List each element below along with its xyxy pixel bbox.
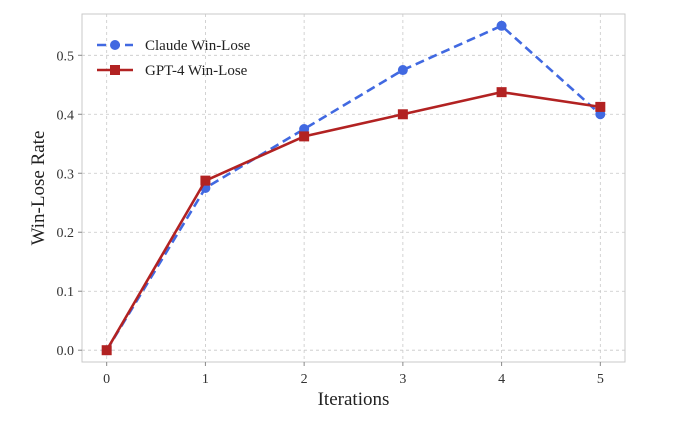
- data-point-gpt4: [496, 87, 507, 98]
- x-tick-label: 2: [301, 372, 308, 387]
- data-point-gpt4: [595, 101, 606, 112]
- data-point-claude: [496, 20, 507, 31]
- data-point-gpt4: [299, 131, 310, 142]
- series-line-claude: [105, 24, 602, 351]
- x-tick-label: 1: [202, 372, 209, 387]
- y-tick-label: 0.1: [57, 285, 75, 300]
- x-tick-label: 5: [597, 372, 604, 387]
- y-axis-ticks: 0.0 0.1 0.2 0.3 0.4 0.5: [57, 49, 82, 359]
- y-tick-label: 0.0: [57, 344, 75, 359]
- data-point-gpt4: [397, 109, 408, 120]
- series-line-gpt4: [105, 90, 601, 351]
- legend-marker-gpt4: [110, 65, 120, 75]
- legend-label-claude: Claude Win-Lose: [145, 38, 251, 54]
- x-tick-label: 4: [498, 372, 505, 387]
- legend: Claude Win-Lose GPT-4 Win-Lose: [97, 38, 251, 79]
- data-point-gpt4: [101, 345, 112, 356]
- series-gpt4: [101, 87, 606, 356]
- x-axis-label: Iterations: [318, 389, 390, 410]
- grid: [82, 14, 625, 362]
- legend-label-gpt4: GPT-4 Win-Lose: [145, 63, 248, 79]
- y-axis-label: Win-Lose Rate: [28, 131, 49, 246]
- y-tick-label: 0.4: [57, 108, 75, 123]
- legend-marker-claude: [110, 40, 120, 50]
- y-tick-label: 0.2: [57, 226, 75, 241]
- y-tick-label: 0.5: [57, 49, 75, 64]
- data-point-gpt4: [200, 175, 211, 186]
- x-axis-ticks: 0 1 2 3 4 5: [103, 362, 604, 387]
- x-tick-label: 0: [103, 372, 110, 387]
- plot-frame: [81, 13, 626, 363]
- y-tick-label: 0.3: [57, 167, 75, 182]
- series-group: [101, 20, 606, 356]
- x-tick-label: 3: [399, 372, 406, 387]
- data-point-claude: [397, 65, 408, 76]
